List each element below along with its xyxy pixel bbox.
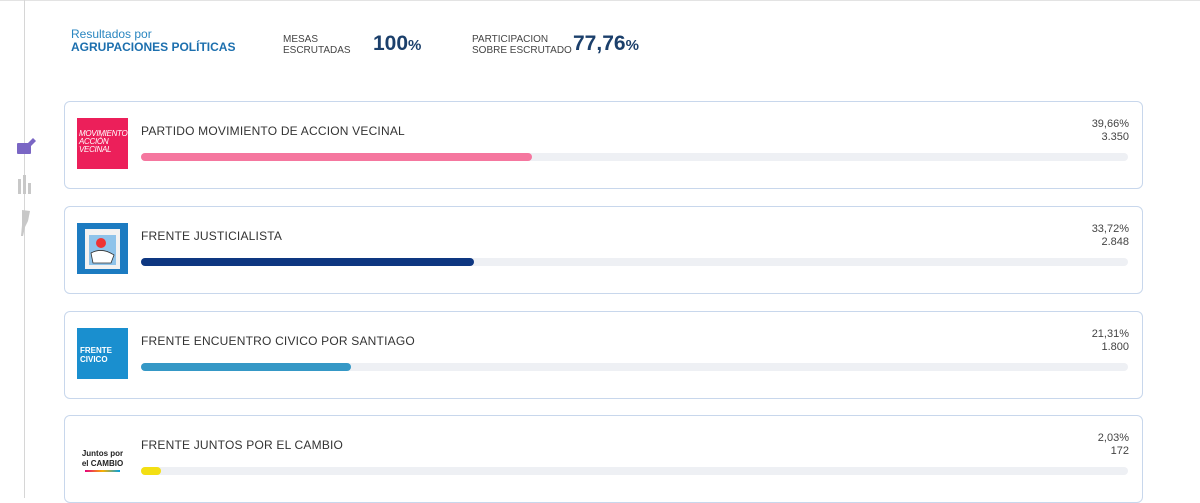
value: 100 [373, 32, 409, 55]
party-percent: 33,72% [1091, 223, 1129, 235]
mesas-label: MESAS ESCRUTADAS [283, 34, 351, 56]
party-card: FRENTE CIVICO FRENTE ENCUENTRO CIVICO POR… [64, 311, 1143, 399]
bar [141, 153, 533, 161]
bar-track [141, 467, 1128, 475]
logo-text: Juntos por el CAMBIO [81, 449, 124, 468]
label-line: MESAS [283, 34, 319, 45]
logo-art [85, 229, 120, 269]
party-logo: MOVIMIENTO ACCIÓN VECINAL [77, 118, 128, 169]
party-logo [77, 223, 128, 274]
party-percent: 21,31% [1091, 328, 1129, 340]
bar [141, 467, 162, 475]
party-votes: 3.350 [1101, 131, 1129, 143]
participation-label: PARTICIPACION SOBRE ESCRUTADO [472, 34, 572, 56]
mesas-value: 100% [373, 32, 421, 56]
unit: % [625, 37, 639, 54]
party-name: FRENTE ENCUENTRO CIVICO POR SANTIAGO [141, 334, 415, 348]
bar-track [141, 153, 1128, 161]
party-card: Juntos por el CAMBIO FRENTE JUNTOS POR EL… [64, 415, 1143, 503]
label-line: ESCRUTADAS [283, 45, 351, 56]
bar-track [141, 258, 1128, 266]
party-percent: 39,66% [1091, 118, 1129, 130]
results-heading: Resultados por AGRUPACIONES POLÍTICAS [71, 28, 235, 54]
party-logo: FRENTE CIVICO [77, 328, 128, 379]
party-name: PARTIDO MOVIMIENTO DE ACCION VECINAL [141, 124, 405, 138]
logo-stripe [85, 470, 120, 472]
party-card: FRENTE JUSTICIALISTA 33,72% 2.848 [64, 206, 1143, 294]
party-logo: Juntos por el CAMBIO [77, 432, 128, 483]
side-rail [24, 0, 25, 498]
participation-value: 77,76% [573, 32, 639, 56]
party-card: MOVIMIENTO ACCIÓN VECINAL PARTIDO MOVIMIE… [64, 101, 1143, 189]
heading-line: AGRUPACIONES POLÍTICAS [71, 40, 236, 54]
label-line: SOBRE ESCRUTADO [472, 45, 572, 56]
side-icons [17, 138, 36, 236]
vote-icon[interactable] [17, 138, 36, 154]
party-votes: 172 [1110, 445, 1129, 457]
bar [141, 363, 352, 371]
party-name: FRENTE JUNTOS POR EL CAMBIO [141, 438, 344, 452]
party-name: FRENTE JUSTICIALISTA [141, 229, 283, 243]
chart-icon[interactable] [18, 175, 31, 194]
logo-text: MOVIMIENTO ACCIÓN VECINAL [79, 129, 128, 154]
value: 77,76 [573, 32, 626, 55]
map-icon[interactable] [21, 210, 30, 236]
party-votes: 1.800 [1101, 341, 1129, 353]
party-percent: 2,03% [1097, 432, 1129, 444]
heading-line: Resultados por [71, 27, 152, 41]
logo-text: FRENTE CIVICO [80, 346, 112, 364]
party-votes: 2.848 [1101, 236, 1129, 248]
divider [0, 0, 1200, 1]
label-line: PARTICIPACION [472, 34, 549, 45]
bar-track [141, 363, 1128, 371]
bar [141, 258, 474, 266]
unit: % [408, 37, 422, 54]
